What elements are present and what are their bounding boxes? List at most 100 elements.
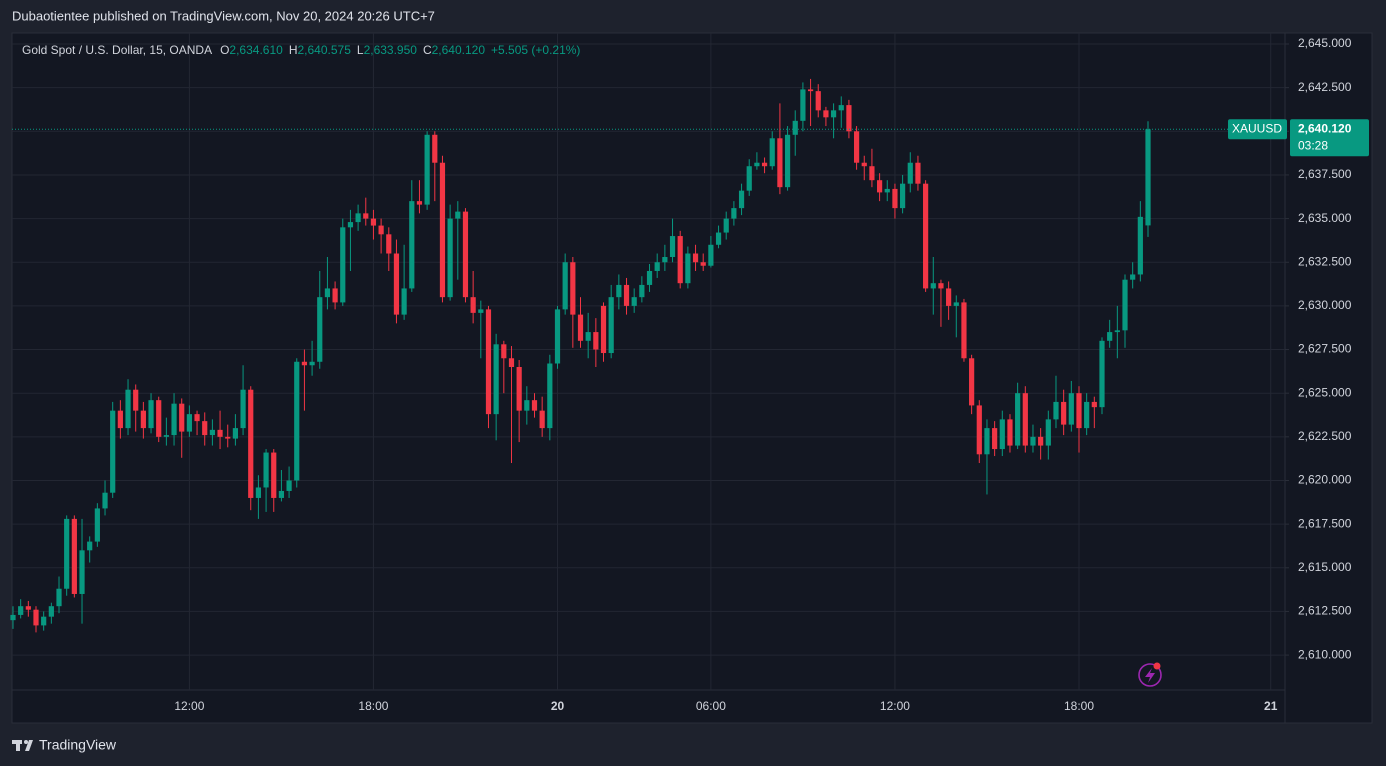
- candle-body: [754, 162, 760, 167]
- candle-body: [769, 138, 775, 167]
- lightning-icon[interactable]: [1138, 662, 1162, 687]
- candle-body: [355, 213, 361, 223]
- footer-brand: TradingView: [39, 737, 117, 753]
- candle-body: [271, 452, 277, 498]
- candle-body: [570, 262, 576, 315]
- candle-body: [930, 283, 936, 289]
- candle-body: [18, 606, 24, 615]
- x-tick-label: 18:00: [1064, 699, 1094, 713]
- candle-body: [439, 162, 446, 298]
- candle-body: [94, 508, 100, 542]
- symbol-badge: [1228, 119, 1287, 140]
- candle-body: [677, 236, 683, 284]
- candle-body: [761, 162, 768, 167]
- candle-body: [1099, 340, 1105, 408]
- candle-body: [340, 227, 346, 303]
- candle-body: [317, 297, 323, 362]
- candle-body: [1076, 393, 1082, 429]
- candle-body: [915, 162, 921, 184]
- candle-body: [708, 244, 714, 266]
- x-tick-label: 06:00: [696, 699, 726, 713]
- candle-body: [56, 588, 62, 607]
- legend-value: 2,634.610: [229, 43, 283, 57]
- candle-body: [692, 253, 699, 263]
- candle-body: [524, 400, 530, 411]
- candle-body: [25, 606, 31, 610]
- candle-body: [48, 606, 54, 617]
- candle-body: [232, 428, 239, 439]
- candle-body: [255, 487, 262, 498]
- candle-body: [577, 314, 584, 341]
- candle-body: [800, 89, 806, 121]
- candle-body: [424, 134, 430, 205]
- header: Dubaotientee published on TradingView.co…: [12, 8, 435, 23]
- candle-body: [508, 358, 515, 367]
- tv-logo: [12, 740, 33, 751]
- candle-body: [861, 162, 867, 167]
- candle-body: [432, 134, 438, 163]
- candle-body: [478, 309, 484, 313]
- y-tick-label: 2,612.500: [1298, 604, 1352, 618]
- candle-body: [639, 284, 645, 298]
- candle-body: [485, 309, 492, 415]
- candle-body: [301, 361, 308, 366]
- candle-body: [1130, 274, 1136, 280]
- candle-body: [1091, 401, 1097, 408]
- candle-body: [1068, 393, 1074, 425]
- candle-body: [876, 180, 883, 193]
- legend-title: Gold Spot / U.S. Dollar, 15, OANDA: [22, 43, 212, 57]
- candle-body: [823, 110, 829, 118]
- candle-body: [202, 421, 208, 436]
- y-tick-label: 2,630.000: [1298, 298, 1352, 312]
- candle-body: [923, 183, 929, 289]
- y-tick-label: 2,622.500: [1298, 429, 1352, 443]
- candle-body: [470, 297, 476, 313]
- candle-body: [148, 400, 154, 429]
- candle-body: [654, 262, 660, 271]
- candle-body: [416, 201, 423, 205]
- candle-body: [554, 309, 561, 364]
- candle-body: [1084, 401, 1090, 429]
- candle-body: [830, 110, 837, 118]
- candle-body: [984, 428, 990, 455]
- candle-body: [163, 435, 169, 437]
- candle-body: [393, 253, 400, 315]
- candle-body: [10, 614, 16, 621]
- candle-body: [815, 91, 821, 111]
- legend: Gold Spot / U.S. Dollar, 15, OANDA O2,634…: [22, 43, 580, 57]
- y-tick-label: 2,615.000: [1298, 560, 1352, 574]
- y-tick-label: 2,620.000: [1298, 473, 1352, 487]
- candle-body: [669, 236, 676, 258]
- symbol-label: XAUUSD: [1232, 121, 1282, 135]
- candle-body: [64, 518, 70, 589]
- candle-body: [33, 609, 39, 626]
- y-tick-label: 2,617.500: [1298, 516, 1352, 530]
- candle-body: [953, 302, 959, 306]
- candle-body: [593, 332, 599, 350]
- legend-key: C: [423, 43, 432, 57]
- candle-body: [133, 389, 139, 411]
- candle-body: [600, 305, 607, 354]
- candle-body: [501, 344, 507, 359]
- candle-body: [1122, 279, 1128, 331]
- candle-body: [1053, 401, 1059, 420]
- legend-change: +5.505 (+0.21%): [491, 43, 580, 57]
- candle-body: [140, 410, 146, 429]
- candle-body: [217, 429, 223, 437]
- candle-body: [263, 452, 269, 488]
- candle-body: [777, 138, 783, 188]
- candle-body: [186, 414, 192, 432]
- candle-body: [531, 400, 538, 411]
- candle-body: [562, 262, 568, 310]
- candle-body: [938, 283, 944, 289]
- candle-body: [1145, 129, 1151, 226]
- candle-body: [194, 414, 200, 422]
- legend-value: 2,640.120: [432, 43, 486, 57]
- candle-body: [248, 389, 254, 498]
- y-tick-label: 2,625.000: [1298, 385, 1352, 399]
- candle-body: [1030, 436, 1036, 446]
- candle-body: [386, 234, 392, 254]
- candle-body: [455, 211, 461, 219]
- candle-body: [999, 419, 1005, 450]
- candle-body: [700, 262, 706, 266]
